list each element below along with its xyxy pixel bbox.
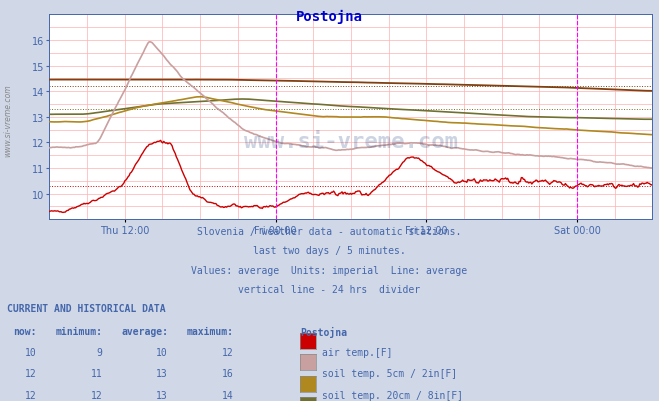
Text: 13: 13 [156, 369, 168, 379]
Text: Postojna: Postojna [300, 326, 347, 337]
Text: 12: 12 [90, 390, 102, 400]
Text: Postojna: Postojna [296, 10, 363, 24]
Text: www.si-vreme.com: www.si-vreme.com [3, 84, 13, 156]
Text: 12: 12 [24, 369, 36, 379]
Text: Values: average  Units: imperial  Line: average: Values: average Units: imperial Line: av… [191, 265, 468, 275]
Text: air temp.[F]: air temp.[F] [322, 347, 392, 357]
Text: 14: 14 [222, 390, 234, 400]
Text: 9: 9 [96, 347, 102, 357]
Text: minimum:: minimum: [55, 326, 102, 336]
Text: soil temp. 20cm / 8in[F]: soil temp. 20cm / 8in[F] [322, 390, 463, 400]
Text: vertical line - 24 hrs  divider: vertical line - 24 hrs divider [239, 284, 420, 294]
Text: 12: 12 [24, 390, 36, 400]
Text: Slovenia / weather data - automatic stations.: Slovenia / weather data - automatic stat… [197, 227, 462, 237]
Text: 10: 10 [156, 347, 168, 357]
Text: 11: 11 [90, 369, 102, 379]
Text: last two days / 5 minutes.: last two days / 5 minutes. [253, 246, 406, 256]
Text: average:: average: [121, 326, 168, 336]
Text: 12: 12 [222, 347, 234, 357]
Text: www.si-vreme.com: www.si-vreme.com [244, 132, 458, 152]
Text: 16: 16 [222, 369, 234, 379]
Text: 13: 13 [156, 390, 168, 400]
Text: 10: 10 [24, 347, 36, 357]
Text: now:: now: [13, 326, 36, 336]
Text: CURRENT AND HISTORICAL DATA: CURRENT AND HISTORICAL DATA [7, 303, 165, 313]
Text: soil temp. 5cm / 2in[F]: soil temp. 5cm / 2in[F] [322, 369, 457, 379]
Text: maximum:: maximum: [187, 326, 234, 336]
